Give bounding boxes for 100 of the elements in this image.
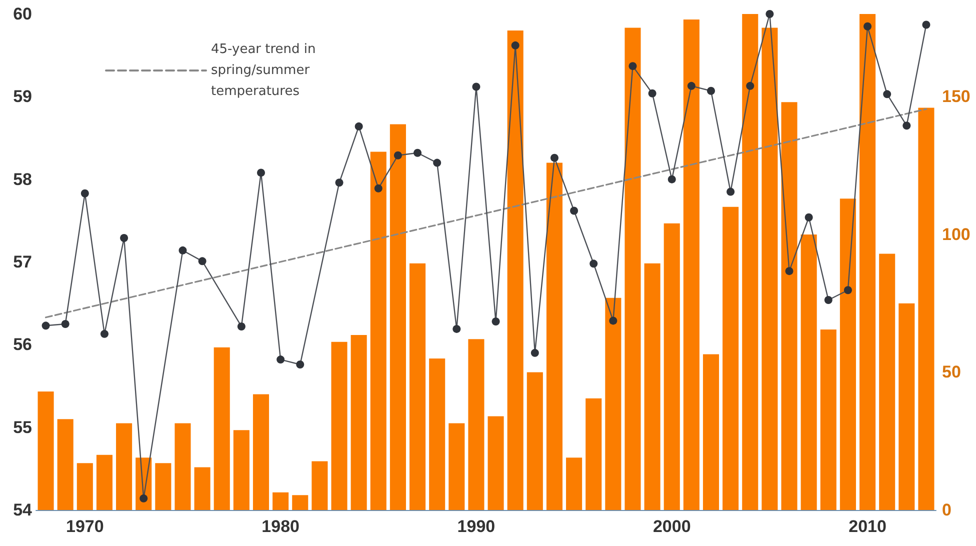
point xyxy=(590,260,598,268)
point xyxy=(530,348,539,357)
bar xyxy=(410,263,426,510)
point xyxy=(80,189,89,198)
bar xyxy=(762,28,778,510)
bar xyxy=(174,423,191,510)
bar xyxy=(468,339,484,510)
bar xyxy=(350,335,367,510)
text: 45-year trend in spring/summer temperatures xyxy=(211,42,320,99)
point xyxy=(766,10,774,18)
point xyxy=(902,122,911,130)
point xyxy=(609,316,618,325)
point xyxy=(922,20,930,29)
point xyxy=(198,257,206,266)
bar xyxy=(331,342,348,510)
bar xyxy=(566,458,582,510)
x-tick-label: 2000 xyxy=(652,517,691,536)
y-tick-label: 60 xyxy=(13,4,32,24)
x-tick-label: 1980 xyxy=(262,517,300,536)
bar xyxy=(38,392,54,510)
x-tick-label: 1990 xyxy=(457,517,496,536)
bar xyxy=(624,28,641,510)
bar xyxy=(683,20,700,510)
point xyxy=(100,330,108,338)
point xyxy=(354,122,363,130)
bar xyxy=(546,162,562,510)
y-tick-label: 54 xyxy=(13,500,33,520)
point xyxy=(257,168,265,177)
bar xyxy=(898,303,915,510)
bar xyxy=(272,492,289,510)
bar xyxy=(702,354,720,510)
point xyxy=(61,320,70,328)
bar xyxy=(820,330,836,510)
y2-tick-label: 0 xyxy=(942,500,952,520)
bar xyxy=(800,234,817,510)
point xyxy=(628,62,637,70)
point xyxy=(394,151,402,160)
bar xyxy=(214,347,230,510)
point xyxy=(42,322,50,330)
bar xyxy=(781,102,798,510)
bar xyxy=(292,495,308,510)
point xyxy=(804,213,813,222)
bar xyxy=(194,467,210,510)
point xyxy=(472,82,480,91)
bar xyxy=(57,419,74,510)
bar xyxy=(507,30,524,510)
bar xyxy=(586,398,602,510)
point xyxy=(237,322,246,330)
bar xyxy=(155,463,172,510)
bar xyxy=(448,423,465,510)
point xyxy=(824,296,832,304)
point xyxy=(374,184,382,192)
point xyxy=(492,318,500,326)
bar xyxy=(252,394,270,510)
point xyxy=(550,154,558,162)
point xyxy=(276,356,285,364)
bar xyxy=(233,430,250,510)
point xyxy=(140,494,148,502)
x-tick-label: 2010 xyxy=(848,517,886,536)
y-tick-label: 59 xyxy=(13,87,32,106)
bar xyxy=(429,358,446,510)
bar xyxy=(644,263,660,510)
bar xyxy=(605,298,622,510)
bar xyxy=(840,198,856,510)
point xyxy=(452,324,461,333)
point xyxy=(668,175,676,184)
y2-tick-label: 150 xyxy=(942,87,970,106)
bar xyxy=(370,152,386,510)
bar xyxy=(312,461,328,510)
bar xyxy=(860,14,876,510)
x-tick-label: 1970 xyxy=(66,517,104,536)
point xyxy=(726,188,735,196)
y-tick-label: 56 xyxy=(13,335,32,354)
point xyxy=(864,22,872,30)
point xyxy=(511,41,520,50)
point xyxy=(707,86,715,95)
point xyxy=(120,234,128,242)
point xyxy=(178,246,187,254)
y-tick-label: 55 xyxy=(13,418,32,437)
bar xyxy=(918,108,934,510)
point xyxy=(433,158,442,167)
bar xyxy=(722,206,739,510)
y2-tick-label: 100 xyxy=(942,224,970,244)
point xyxy=(648,89,656,98)
point xyxy=(687,82,696,90)
bar xyxy=(116,423,132,510)
bar xyxy=(664,223,680,510)
y-tick-label: 58 xyxy=(13,170,32,189)
y2-tick-label: 50 xyxy=(942,362,961,382)
bar xyxy=(526,372,543,510)
bar xyxy=(76,463,93,510)
point xyxy=(570,206,578,215)
point xyxy=(746,82,754,90)
bar xyxy=(488,416,504,510)
bar xyxy=(879,254,896,510)
y-tick-label: 57 xyxy=(13,252,32,272)
point xyxy=(414,148,422,157)
point xyxy=(296,360,304,369)
point xyxy=(883,90,892,98)
point xyxy=(844,286,852,294)
